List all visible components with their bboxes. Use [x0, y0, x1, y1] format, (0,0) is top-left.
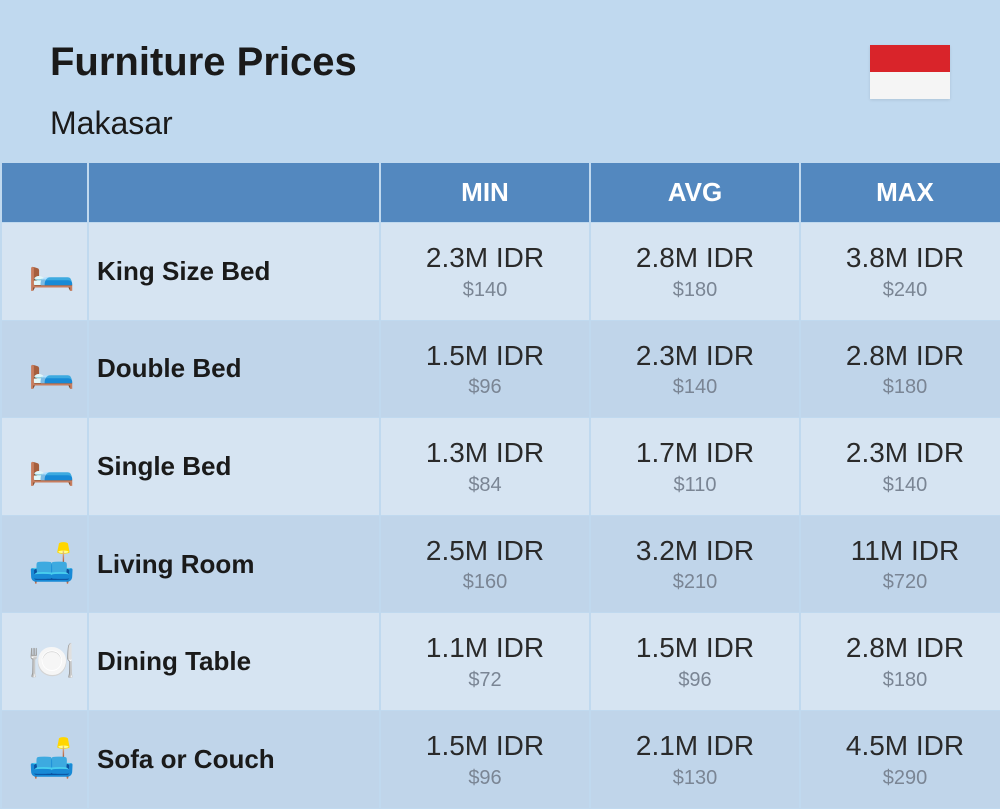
header-min: MIN	[381, 163, 589, 222]
price-idr: 1.1M IDR	[381, 631, 589, 665]
item-icon: 🛋️	[2, 711, 87, 808]
price-usd: $130	[591, 767, 799, 790]
price-max: 4.5M IDR $290	[801, 711, 1000, 808]
header-avg: AVG	[591, 163, 799, 222]
table-row: 🛋️Sofa or Couch1.5M IDR $962.1M IDR $1304.…	[2, 711, 1000, 808]
price-idr: 2.5M IDR	[381, 534, 589, 568]
header-max: MAX	[801, 163, 1000, 222]
header-blank-name	[89, 163, 379, 222]
item-icon: 🍽️	[2, 613, 87, 710]
price-usd: $240	[801, 279, 1000, 302]
price-usd: $96	[591, 669, 799, 692]
price-usd: $110	[591, 474, 799, 497]
price-idr: 3.2M IDR	[591, 534, 799, 568]
price-max: 3.8M IDR $240	[801, 223, 1000, 320]
price-idr: 4.5M IDR	[801, 729, 1000, 763]
price-idr: 2.3M IDR	[381, 241, 589, 275]
header-blank-icon	[2, 163, 87, 222]
price-idr: 2.8M IDR	[801, 631, 1000, 665]
item-name: Dining Table	[89, 613, 379, 710]
price-min: 2.5M IDR $160	[381, 516, 589, 613]
price-idr: 1.5M IDR	[591, 631, 799, 665]
price-usd: $290	[801, 767, 1000, 790]
table-row: 🛏️Single Bed1.3M IDR $841.7M IDR $1102.3M …	[2, 418, 1000, 515]
page-header: Furniture Prices Makasar	[0, 0, 1000, 162]
price-idr: 2.3M IDR	[801, 436, 1000, 470]
table-row: 🛏️King Size Bed2.3M IDR $1402.8M IDR $1803…	[2, 223, 1000, 320]
table-row: 🍽️Dining Table1.1M IDR $721.5M IDR $962.8M…	[2, 613, 1000, 710]
price-avg: 1.5M IDR $96	[591, 613, 799, 710]
price-max: 2.3M IDR $140	[801, 418, 1000, 515]
table-header-row: MIN AVG MAX	[2, 163, 1000, 222]
price-idr: 2.8M IDR	[801, 339, 1000, 373]
item-name: Single Bed	[89, 418, 379, 515]
price-min: 1.5M IDR $96	[381, 321, 589, 418]
price-idr: 3.8M IDR	[801, 241, 1000, 275]
item-icon: 🛏️	[2, 321, 87, 418]
item-icon: 🛏️	[2, 223, 87, 320]
price-usd: $180	[801, 669, 1000, 692]
price-min: 1.1M IDR $72	[381, 613, 589, 710]
page-title: Furniture Prices	[50, 40, 357, 85]
price-idr: 1.3M IDR	[381, 436, 589, 470]
price-usd: $140	[801, 474, 1000, 497]
item-name: Sofa or Couch	[89, 711, 379, 808]
item-icon: 🛋️	[2, 516, 87, 613]
price-usd: $72	[381, 669, 589, 692]
price-idr: 2.8M IDR	[591, 241, 799, 275]
price-min: 1.3M IDR $84	[381, 418, 589, 515]
price-max: 2.8M IDR $180	[801, 321, 1000, 418]
price-usd: $180	[801, 376, 1000, 399]
price-idr: 1.7M IDR	[591, 436, 799, 470]
page-subtitle: Makasar	[50, 105, 357, 142]
price-idr: 11M IDR	[801, 534, 1000, 568]
price-idr: 1.5M IDR	[381, 339, 589, 373]
price-avg: 3.2M IDR $210	[591, 516, 799, 613]
price-max: 11M IDR $720	[801, 516, 1000, 613]
price-usd: $84	[381, 474, 589, 497]
price-usd: $140	[591, 376, 799, 399]
price-avg: 1.7M IDR $110	[591, 418, 799, 515]
price-idr: 2.3M IDR	[591, 339, 799, 373]
price-usd: $210	[591, 571, 799, 594]
flag-stripe-red	[870, 45, 950, 72]
item-name: Double Bed	[89, 321, 379, 418]
price-avg: 2.1M IDR $130	[591, 711, 799, 808]
price-table: MIN AVG MAX 🛏️King Size Bed2.3M IDR$1402…	[0, 162, 1000, 809]
price-idr: 2.1M IDR	[591, 729, 799, 763]
price-usd: $720	[801, 571, 1000, 594]
price-min: 1.5M IDR $96	[381, 711, 589, 808]
table-row: 🛏️Double Bed1.5M IDR $962.3M IDR $1402.8M …	[2, 321, 1000, 418]
price-idr: 1.5M IDR	[381, 729, 589, 763]
price-usd: $180	[591, 279, 799, 302]
price-min: 2.3M IDR $140	[381, 223, 589, 320]
price-usd: $96	[381, 376, 589, 399]
flag-stripe-white	[870, 72, 950, 99]
price-avg: 2.8M IDR $180	[591, 223, 799, 320]
price-max: 2.8M IDR $180	[801, 613, 1000, 710]
item-name: Living Room	[89, 516, 379, 613]
price-usd: $160	[381, 571, 589, 594]
item-name: King Size Bed	[89, 223, 379, 320]
table-row: 🛋️Living Room2.5M IDR $1603.2M IDR $21011M…	[2, 516, 1000, 613]
price-usd: $96	[381, 767, 589, 790]
indonesia-flag-icon	[870, 45, 950, 99]
price-avg: 2.3M IDR $140	[591, 321, 799, 418]
title-block: Furniture Prices Makasar	[50, 40, 357, 142]
item-icon: 🛏️	[2, 418, 87, 515]
price-usd: $140	[381, 279, 589, 302]
